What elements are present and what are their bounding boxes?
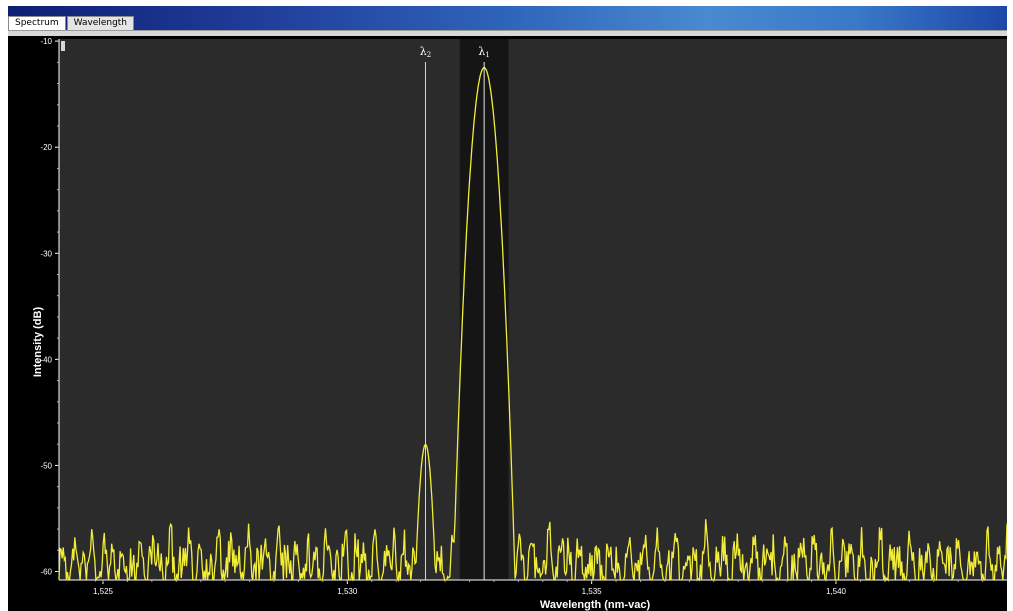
spectrum-chart[interactable]: -10 -20 -30 -40 -50 -60 1,525 1,530 1,535 1,540 λ2… (8, 36, 1007, 611)
y-tick-label: -20 (40, 143, 52, 152)
y-tick-label: -60 (40, 568, 52, 577)
x-tick-label: 1,535 (582, 587, 603, 596)
y-tick-label: -30 (40, 249, 52, 258)
x-tick-label: 1,525 (93, 587, 114, 596)
y-tick-label: -40 (40, 355, 52, 364)
marker-label-lambda2: λ2 (420, 45, 431, 59)
tab-wavelength[interactable]: Wavelength (66, 16, 135, 30)
x-tick-label: 1,530 (337, 587, 358, 596)
spectrum-plot-frame: -10 -20 -30 -40 -50 -60 1,525 1,530 1,535 1,540 λ2… (8, 36, 1007, 611)
y-tick-label: -10 (40, 37, 52, 46)
spectrum-trace (58, 66, 1007, 583)
tab-strip: Spectrum Wavelength (8, 16, 135, 31)
x-tick-label: 1,540 (826, 587, 847, 596)
tab-divider (8, 30, 1007, 37)
tab-spectrum[interactable]: Spectrum (8, 16, 66, 31)
y-axis-label: Intensity (dB) (32, 306, 44, 378)
zoom-handle-icon (61, 41, 65, 51)
x-axis-label: Wavelength (nm-vac) (539, 599, 651, 611)
y-tick-label: -50 (40, 461, 52, 470)
marker-label-lambda1: λ1 (478, 45, 489, 59)
plot-area (59, 39, 1007, 580)
window-titlebar (8, 6, 1007, 30)
